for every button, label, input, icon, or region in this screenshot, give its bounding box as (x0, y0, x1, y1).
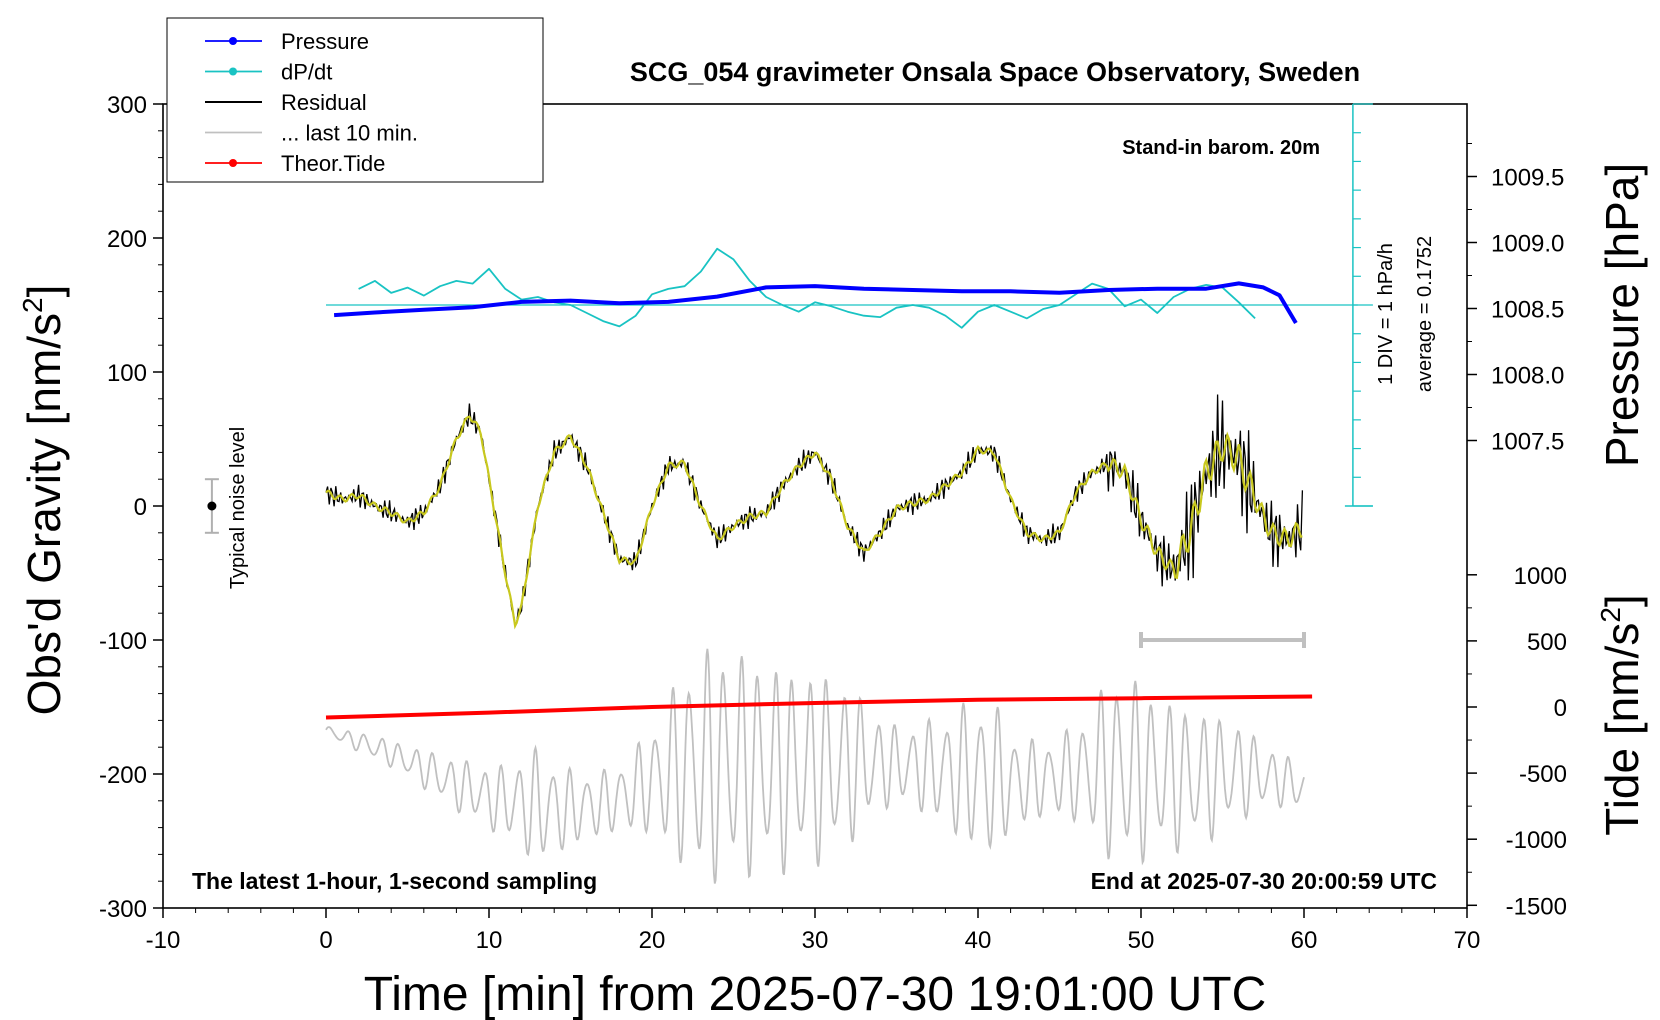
tide-tick-label: -500 (1519, 761, 1567, 788)
y-axis-left-label: Obs'd Gravity [nm/s2] (17, 285, 70, 716)
y-tick-label: 200 (107, 226, 147, 253)
chart-title: SCG_054 gravimeter Onsala Space Observat… (630, 57, 1360, 87)
tide-tick-label: -1000 (1506, 827, 1567, 854)
tide-tick-label: -1500 (1506, 893, 1567, 920)
legend-label: dP/dt (281, 60, 332, 85)
pressure-tick-label: 1009.5 (1491, 165, 1564, 192)
dpdt-line (358, 247, 1256, 329)
x-tick-label: 20 (639, 927, 666, 954)
x-tick-label: 0 (319, 927, 332, 954)
x-tick-label: -10 (146, 927, 181, 954)
x-tick-label: 70 (1454, 927, 1481, 954)
pressure-tick-label: 1007.5 (1491, 429, 1564, 456)
legend-box (166, 17, 544, 183)
residual-smoothed-line (325, 415, 1303, 630)
y-axis-left-unit-exp: 2 (17, 297, 48, 313)
pressure-tick-label: 1008.5 (1491, 297, 1564, 324)
legend-label: Theor.Tide (281, 151, 385, 176)
y-tick-label: -100 (99, 628, 147, 655)
legend-label: ... last 10 min. (281, 121, 418, 146)
dpdt-scale-annotation: 1 DIV = 1 hPa/h (1375, 243, 1397, 385)
x-tick-label: 40 (965, 927, 992, 954)
noise-point (207, 501, 217, 511)
residual-line (325, 394, 1304, 624)
noise-annotation: Typical noise level (227, 427, 249, 589)
y-tick-label: 0 (134, 494, 147, 521)
x-tick-label: 30 (802, 927, 829, 954)
end-time-annotation: End at 2025-07-30 20:00:59 UTC (1091, 868, 1437, 894)
pressure-series-layer (333, 281, 1298, 325)
y-axis-left-unit-close: ] (18, 285, 70, 298)
tide-series-layer (325, 694, 1313, 720)
y-axis-tide-label-main: Tide [nm/s (1596, 623, 1648, 836)
x-tick-label: 50 (1128, 927, 1155, 954)
annotation-marks-layer (204, 478, 1306, 648)
tide-tick-label: 0 (1554, 695, 1567, 722)
legend-marker (229, 159, 237, 167)
pressure-tick-label: 1009.0 (1491, 231, 1564, 258)
x-axis-label: Time [min] from 2025-07-30 19:01:00 UTC (364, 968, 1267, 1020)
tide-tick-label: 1000 (1514, 563, 1567, 590)
legend-label: Pressure (281, 29, 369, 54)
legend-marker (229, 37, 237, 45)
y-axis-tide-unit-exp: 2 (1595, 607, 1626, 623)
last10-line (325, 648, 1305, 884)
tide-tick-label: 500 (1527, 629, 1567, 656)
y-axis-left-label-main: Obs'd Gravity (18, 438, 70, 715)
y-axis-left-unit: [nm/s (18, 313, 70, 425)
axis-ticks: -10 0 10 20 30 40 50 60 703002001000-100-200-300… (99, 92, 1567, 954)
tide-line (325, 694, 1313, 720)
y-tick-label: -200 (99, 762, 147, 789)
pressure-tick-label: 1008.0 (1491, 363, 1564, 390)
residual-series-layer (325, 394, 1304, 630)
legend-marker (229, 67, 237, 76)
pressure-line (333, 281, 1298, 325)
x-tick-label: 60 (1291, 927, 1318, 954)
y-tick-label: 100 (107, 360, 147, 387)
legend-items: Pressure dP/dt Residual ... last 10 min. The… (205, 29, 418, 176)
y-tick-label: -300 (99, 896, 147, 923)
y-axis-pressure-label: Pressure [hPa] (1596, 163, 1648, 467)
legend: Pressure dP/dt Residual ... last 10 min. The… (166, 17, 544, 183)
dpdt-average-annotation: average = 0.1752 (1414, 236, 1436, 392)
legend-label: Residual (281, 90, 367, 115)
y-axis-tide-unit-close: ] (1596, 594, 1648, 607)
x-tick-label: 10 (476, 927, 503, 954)
y-axis-tide-label: Tide [nm/s2] (1595, 594, 1648, 835)
last10-series-layer (325, 648, 1305, 884)
barometer-annotation: Stand-in barom. 20m (1122, 137, 1320, 159)
sampling-annotation: The latest 1-hour, 1-second sampling (192, 868, 597, 894)
y-tick-label: 300 (107, 92, 147, 119)
